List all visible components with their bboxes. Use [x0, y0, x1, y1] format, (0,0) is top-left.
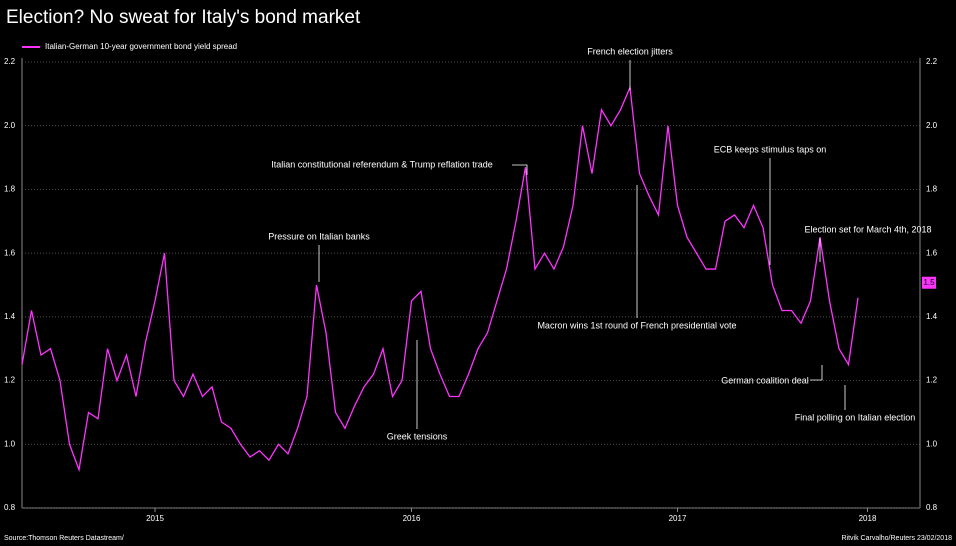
annotation: Election set for March 4th, 2018	[804, 224, 931, 234]
y-tick-label-right: 1.4	[926, 312, 938, 321]
y-tick-label-right: 1.2	[926, 376, 938, 385]
annotation: Italian constitutional referendum & Trum…	[271, 159, 493, 169]
annotation: Greek tensions	[387, 431, 448, 441]
credit: Ritvik Carvalho/Reuters 23/02/2018	[841, 535, 952, 542]
annotation: Pressure on Italian banks	[268, 231, 370, 241]
y-tick-label: 2.0	[4, 121, 16, 130]
y-tick-label: 2.2	[4, 57, 16, 66]
y-tick-label: 1.8	[4, 185, 16, 194]
y-tick-label: 1.0	[4, 439, 16, 448]
chart-title: Election? No sweat for Italy's bond mark…	[6, 7, 361, 28]
x-tick-label: 2017	[669, 514, 687, 523]
y-tick-label-right: 1.6	[926, 248, 938, 257]
y-tick-label-right: 0.8	[926, 503, 938, 512]
y-tick-label-right: 2.0	[926, 121, 938, 130]
y-tick-label: 1.4	[4, 312, 16, 321]
y-tick-label-right: 2.2	[926, 57, 938, 66]
annotation-pointer	[512, 164, 528, 175]
x-tick-label: 2015	[146, 514, 164, 523]
annotation-pointer	[810, 365, 823, 381]
y-tick-label-right: 1.0	[926, 439, 938, 448]
y-tick-label: 1.6	[4, 248, 16, 257]
y-tick-label-right: 1.8	[926, 185, 938, 194]
value-label-box	[922, 276, 936, 289]
annotation: Final polling on Italian election	[795, 412, 916, 422]
annotation: French election jitters	[587, 46, 673, 56]
x-tick-label: 2016	[403, 514, 421, 523]
annotation: German coalition deal	[721, 375, 809, 385]
annotation: Macron wins 1st round of French presiden…	[537, 320, 736, 330]
line	[21, 84, 859, 473]
annotation: ECB keeps stimulus taps on	[714, 144, 827, 154]
source: Source:Thomson Reuters Datastream/	[4, 535, 124, 542]
x-tick-label: 2018	[859, 514, 877, 523]
legend-label: Italian-German 10-year government bond y…	[45, 42, 237, 51]
y-tick-label: 0.8	[4, 503, 16, 512]
value-label: 1.5	[923, 278, 935, 287]
y-tick-label: 1.2	[4, 376, 16, 385]
